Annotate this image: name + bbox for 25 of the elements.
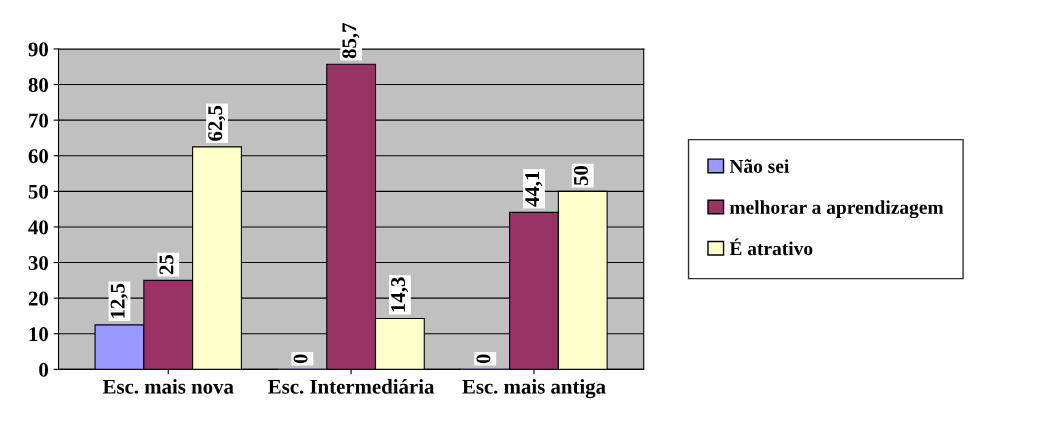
data-label: 12,5	[110, 283, 128, 318]
y-tick-label: 10	[29, 327, 48, 342]
legend-label: É atrativo	[729, 238, 813, 256]
y-tick-label: 50	[28, 184, 48, 199]
y-tick-label: 80	[28, 77, 48, 92]
data-label: 0	[476, 354, 491, 364]
y-tick-label: 20	[28, 291, 48, 306]
data-label: 0	[293, 354, 308, 364]
data-label: 50	[573, 165, 588, 186]
y-tick-label: 60	[28, 149, 48, 164]
y-tick-label: 0	[39, 362, 48, 377]
y-tick-label: 40	[28, 220, 48, 235]
data-label: 62,5	[208, 105, 226, 141]
x-tick-label: Esc. mais nova	[102, 379, 234, 394]
data-label: 44,1	[525, 171, 543, 207]
legend-label: melhorar a aprendizagem	[729, 200, 944, 219]
y-tick-label: 70	[29, 113, 48, 128]
data-label: 85,7	[342, 22, 360, 59]
x-tick-label: Esc. Intermediária	[268, 379, 435, 394]
y-tick-label: 90	[28, 42, 48, 57]
y-tick-label: 30	[28, 255, 48, 270]
x-tick-label: Esc. mais antiga	[462, 379, 606, 399]
data-label: 14,3	[391, 277, 409, 312]
data-label: 25	[159, 254, 174, 275]
legend-label: Não sei	[729, 159, 790, 173]
